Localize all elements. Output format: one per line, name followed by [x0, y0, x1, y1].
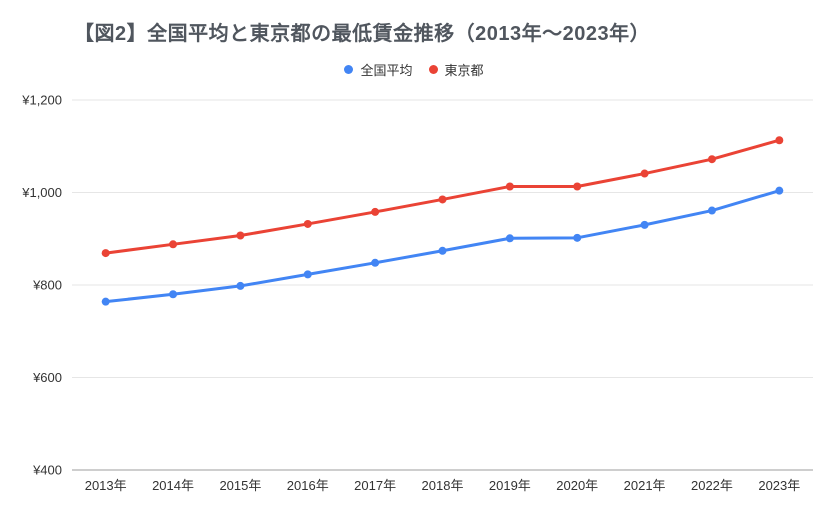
x-tick-label-2015: 2015年: [219, 478, 261, 493]
data-point-national-average-2014年[interactable]: [169, 290, 178, 299]
data-point-tokyo-2022年[interactable]: [707, 155, 716, 164]
y-tick-label-800: ¥800: [32, 278, 62, 293]
data-point-tokyo-2020年[interactable]: [573, 182, 582, 191]
chart-title: 【図2】全国平均と東京都の最低賃金推移（2013年〜2023年）: [74, 23, 651, 45]
legend-marker-icon-national-average: [344, 65, 354, 74]
data-point-national-average-2013年[interactable]: [101, 297, 110, 306]
x-tick-label-2020: 2020年: [556, 478, 598, 493]
x-tick-label-2018: 2018年: [422, 478, 464, 493]
y-tick-label-1000: ¥1,000: [21, 185, 62, 200]
y-tick-label-1200: ¥1,200: [21, 93, 62, 108]
legend-marker-icon-tokyo: [428, 65, 438, 74]
data-point-national-average-2023年[interactable]: [775, 186, 784, 195]
x-tick-label-2014: 2014年: [152, 478, 194, 493]
x-tick-label-2022: 2022年: [691, 478, 733, 493]
legend-label-national-average: 全国平均: [360, 63, 413, 78]
data-point-national-average-2018年[interactable]: [438, 246, 447, 255]
data-point-national-average-2017年[interactable]: [371, 258, 380, 267]
legend-item-tokyo[interactable]: 東京都: [428, 60, 484, 79]
data-point-national-average-2019年[interactable]: [505, 234, 514, 243]
chart-legend: 全国平均 東京都: [0, 60, 828, 79]
y-tick-label-400: ¥400: [32, 463, 62, 478]
data-point-national-average-2016年[interactable]: [303, 270, 312, 279]
legend-item-national-average[interactable]: 全国平均: [344, 60, 413, 79]
legend-label-tokyo: 東京都: [444, 63, 484, 78]
data-point-tokyo-2018年[interactable]: [438, 195, 447, 204]
data-point-tokyo-2017年[interactable]: [371, 207, 380, 216]
data-point-tokyo-2023年[interactable]: [775, 136, 784, 145]
data-point-national-average-2021年[interactable]: [640, 220, 649, 229]
data-point-national-average-2022年[interactable]: [707, 206, 716, 215]
y-tick-label-600: ¥600: [32, 370, 62, 385]
x-tick-label-2017: 2017年: [354, 478, 396, 493]
data-point-tokyo-2013年[interactable]: [101, 249, 110, 258]
x-tick-label-2019: 2019年: [489, 478, 531, 493]
data-point-tokyo-2014年[interactable]: [169, 240, 178, 249]
data-point-tokyo-2015年[interactable]: [236, 231, 245, 240]
x-tick-label-2013: 2013年: [85, 478, 127, 493]
data-point-tokyo-2019年[interactable]: [505, 182, 514, 191]
x-tick-label-2023: 2023年: [758, 478, 800, 493]
data-point-tokyo-2016年[interactable]: [303, 219, 312, 228]
x-tick-label-2016: 2016年: [287, 478, 329, 493]
x-tick-label-2021: 2021年: [624, 478, 666, 493]
data-point-national-average-2015年[interactable]: [236, 281, 245, 290]
data-point-tokyo-2021年[interactable]: [640, 169, 649, 178]
data-point-national-average-2020年[interactable]: [573, 233, 582, 242]
